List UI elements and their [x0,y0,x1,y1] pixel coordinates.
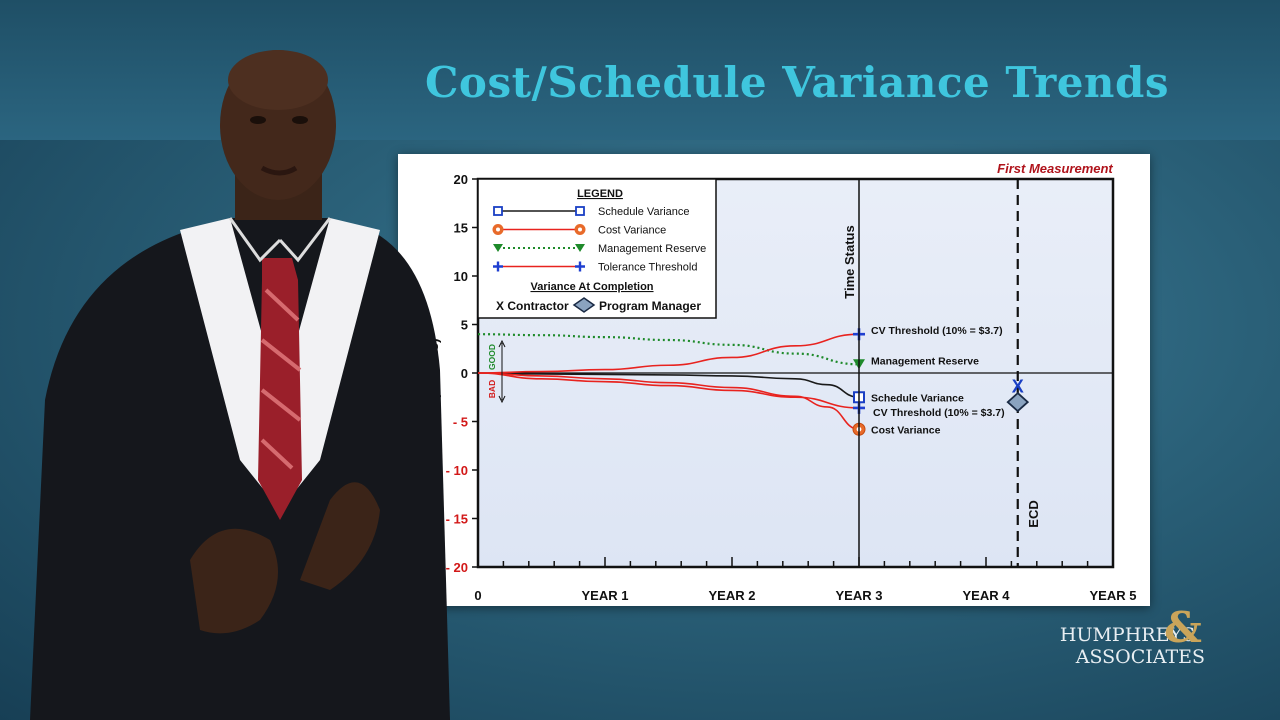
y-tick-label: - 15 [446,512,468,527]
vac-program-manager-marker [1006,391,1030,413]
legend-marker [493,244,503,252]
good-arrow-icon [498,339,506,348]
brand-ampersand-icon: & [1164,604,1202,650]
legend-marker [493,261,503,272]
y-tick-label: 5 [461,318,468,333]
slide-title: Cost/Schedule Variance Trends [425,58,1169,107]
x-tick-label: YEAR 2 [709,588,756,603]
chart-panel: 20 15 10 5 0 - 5 - 10 - 15 - 20 0 YEAR 1 YEAR 2 YEAR… [398,154,1150,606]
header-band [0,0,1280,140]
point-label: CV Threshold (10% = $3.7) [873,407,1005,419]
legend-vac-diamond-marker [572,297,596,313]
vac-contractor-marker: X [1012,377,1024,397]
legend-item-label: Management Reserve [598,243,706,255]
x-tick-label: YEAR 3 [836,588,883,603]
y-tick-label: 20 [454,172,468,187]
series-line-schedule-variance [477,372,860,399]
bad-label: BAD [487,380,497,398]
series-line-cv-threshold-lower [477,372,860,409]
y-tick-label: - 5 [453,415,468,430]
point-label: Cost Variance [871,424,941,436]
legend-vac-contractor: X Contractor [496,299,569,313]
legend-marker [575,244,585,252]
series-line-cost-variance [477,372,860,431]
x-tick-label: YEAR 1 [582,588,629,603]
y-tick-label: - 20 [446,560,468,575]
point-label: Schedule Variance [871,392,964,404]
legend-marker-center [578,227,582,232]
variance-chart: 20 15 10 5 0 - 5 - 10 - 15 - 20 0 YEAR 1 YEAR 2 YEAR… [425,161,1137,603]
presenter-figure [30,50,450,720]
first-measurement-label: First Measurement [997,161,1113,176]
ecd-label: ECD [1026,500,1041,527]
legend-title: LEGEND [577,188,623,200]
point-label: Management Reserve [871,355,979,367]
y-tick-label: 0 [461,366,468,381]
x-tick-label: 0 [474,588,481,603]
x-tick-label: YEAR 5 [1090,588,1137,603]
legend-item-label: Cost Variance [598,225,666,237]
legend-item-label: Schedule Variance [598,206,690,218]
legend-marker [575,261,585,272]
brand-line2: ASSOCIATES [1075,646,1205,668]
brand-ampersand: & [1164,604,1202,650]
y-tick-label: - 10 [446,463,468,478]
legend-marker [493,206,503,216]
series-line-cv-threshold-upper [477,333,860,374]
y-tick-label: 10 [454,269,468,284]
legend-item-label: Tolerance Threshold [598,262,697,274]
legend-vac-program-manager: Program Manager [599,299,701,313]
brand-logo: HUMPHREYS ASSOCIATES [1015,624,1215,668]
legend-vac-title: Variance At Completion [530,281,653,293]
legend: LEGEND Schedule Variance Cost Variance Man… [477,178,717,319]
good-label: GOOD [487,344,497,370]
x-tick-label: YEAR 4 [963,588,1011,603]
y-tick-label: 15 [454,221,468,236]
brand-line1: HUMPHREYS [1059,624,1195,646]
bad-arrow-icon [498,395,506,404]
series-line-management-reserve [477,333,860,366]
legend-marker-center [496,227,500,232]
time-status-label: Time Status [842,225,857,298]
point-label: CV Threshold (10% = $3.7) [871,325,1003,337]
legend-marker [575,206,585,216]
